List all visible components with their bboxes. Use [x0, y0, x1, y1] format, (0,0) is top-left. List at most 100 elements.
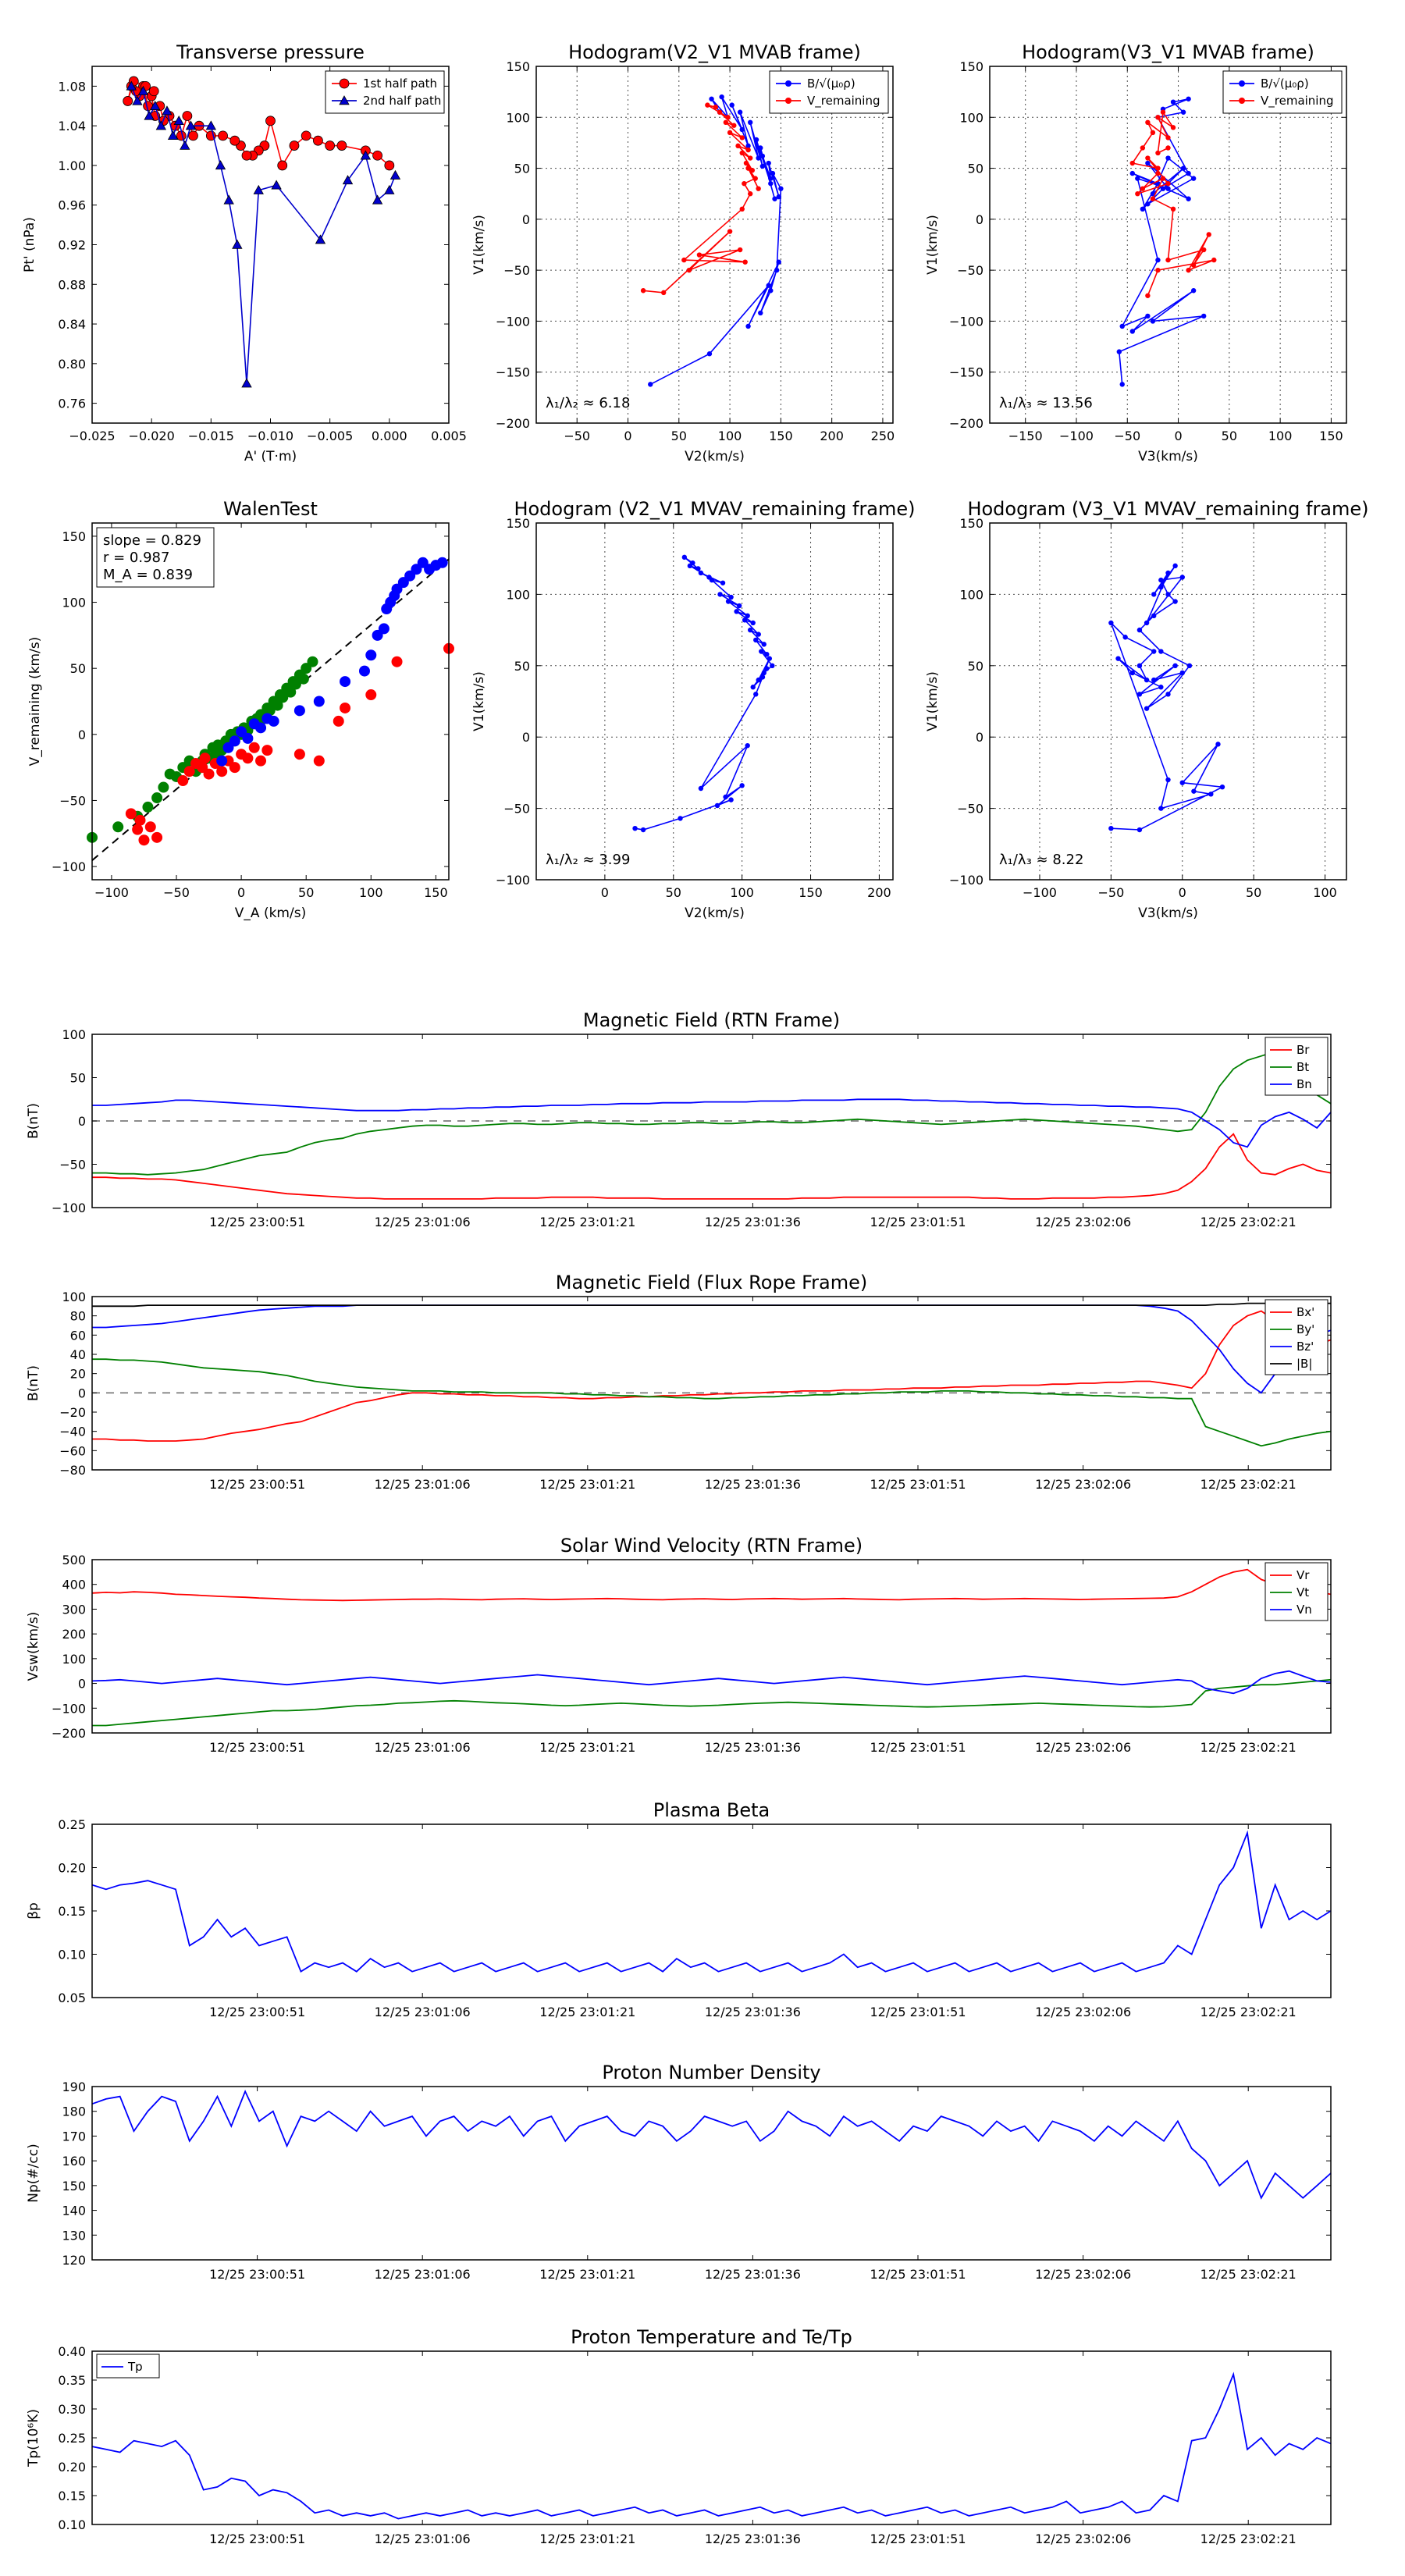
solar_wind_velocity-frame: [91, 1559, 1332, 1734]
walen_test-y-tick-label: 50: [70, 661, 86, 676]
transverse_pressure-point: [150, 100, 161, 110]
hodogram_v3_v1_mvav-point: [1129, 670, 1136, 676]
transverse_pressure-point: [241, 378, 252, 388]
magnetic_field_flux_rope-x-tick-label: 12/25 23:02:06: [1035, 1477, 1131, 1492]
magnetic_field_rtn-legend-label: Bn: [1297, 1077, 1312, 1091]
hodogram_v2_v1_mvav-point: [767, 656, 773, 661]
hodogram_v3_v1_mvab-series-line: [1131, 110, 1215, 297]
magnetic_field_flux_rope-y-tick-label: −20: [59, 1405, 86, 1420]
magnetic_field_flux_rope-y-tick-label: 0: [78, 1386, 86, 1400]
transverse_pressure-legend-label: 1st half path: [363, 76, 437, 91]
hodogram_v2_v1_mvav-point: [764, 666, 770, 671]
hodogram_v2_v1_mvav-point: [720, 580, 726, 585]
hodogram_v2_v1_mvab-x-tick-label: 250: [871, 429, 895, 443]
walen_test-point: [391, 656, 403, 667]
hodogram_v3_v1_mvab-point: [1155, 165, 1161, 171]
walen_test-point: [313, 755, 325, 767]
hodogram_v3_v1_mvav-point: [1144, 706, 1150, 711]
hodogram_v3_v1_mvab-point: [1135, 191, 1140, 197]
walen_test-point: [358, 665, 370, 677]
proton_temperature-x-tick-label: 12/25 23:01:06: [375, 2532, 471, 2546]
proton_temperature-y-tick-label: 0.10: [58, 2517, 86, 2532]
hodogram_v2_v1_mvav-point: [725, 599, 731, 604]
hodogram_v2_v1_mvab-point: [745, 323, 751, 329]
hodogram_v2_v1_mvab-point: [742, 180, 747, 187]
hodogram_v3_v1_mvav-y-tick-label: 150: [959, 516, 984, 531]
transverse_pressure-point: [313, 135, 323, 146]
hodogram_v2_v1_mvab-point: [768, 288, 774, 294]
magnetic_field_rtn-y-tick-label: 0: [78, 1114, 86, 1129]
hodogram_v2_v1_mvav-point: [759, 649, 764, 654]
magnetic_field_flux_rope-legend-label: By': [1297, 1322, 1314, 1336]
hodogram_v2_v1_mvab-series-line: [649, 96, 782, 386]
hodogram_v3_v1_mvab-y-tick-label: 150: [959, 59, 984, 74]
hodogram_v2_v1_mvab-point: [759, 153, 766, 159]
hodogram_v2_v1_mvab-point: [749, 167, 756, 173]
hodogram_v2_v1_mvab-point: [766, 160, 771, 166]
magnetic_field_flux_rope-ylabel: B(nT): [26, 1365, 41, 1401]
hodogram_v2_v1_mvab-point: [756, 155, 761, 161]
hodogram_v2_v1_mvav-point: [761, 642, 767, 647]
hodogram_v3_v1_mvab-point: [1155, 150, 1161, 156]
magnetic_field_flux_rope-x-tick-label: 12/25 23:01:21: [539, 1477, 635, 1492]
solar_wind_velocity-legend-label: Vt: [1297, 1585, 1309, 1599]
hodogram_v2_v1_mvab-point: [756, 186, 761, 191]
magnetic_field_flux_rope-y-tick-label: −40: [59, 1425, 86, 1439]
transverse_pressure-legend: [325, 70, 445, 114]
walen_test-stats-box: [96, 527, 215, 588]
magnetic_field_rtn-panel: Magnetic Field (RTN Frame) −100 −50 0 50 100 B…: [26, 1009, 1332, 1229]
hodogram_v3_v1_mvav-point: [1108, 620, 1114, 626]
hodogram_v3_v1_mvav-point: [1151, 677, 1157, 683]
transverse_pressure-point: [232, 239, 243, 249]
proton_temperature-frame: [91, 2350, 1332, 2525]
hodogram_v2_v1_mvab-point: [768, 176, 774, 181]
solar_wind_velocity-y-tick-label: 100: [62, 1652, 86, 1667]
plasma_beta-y-tick-label: 0.10: [58, 1948, 86, 1962]
hodogram_v3_v1_mvav-point: [1186, 663, 1193, 668]
hodogram_v3_v1_mvab-x-tick-label: 100: [1268, 429, 1293, 443]
hodogram_v2_v1_mvab-y-tick-label: 50: [514, 162, 530, 176]
transverse_pressure-y-tick-label: 0.80: [58, 357, 86, 372]
hodogram_v2_v1_mvav-point: [750, 685, 756, 690]
hodogram_v3_v1_mvab-point: [1211, 257, 1217, 263]
proton_temperature-x-tick-label: 12/25 23:02:06: [1035, 2532, 1131, 2546]
hodogram_v3_v1_mvab-point: [1140, 206, 1146, 212]
walen_test-point: [404, 570, 416, 582]
hodogram_v2_v1_mvav-point: [698, 570, 704, 576]
hodogram_v3_v1_mvab-ylabel: V1(km/s): [925, 215, 941, 275]
proton_density-series-Np: [91, 2090, 1332, 2200]
proton_temperature-legend: [96, 2354, 160, 2379]
proton_temperature-x-tick-label: 12/25 23:00:51: [209, 2532, 305, 2546]
walen_test-point: [199, 753, 211, 764]
magnetic_field_flux_rope-x-tick-label: 12/25 23:02:21: [1200, 1477, 1297, 1492]
hodogram_v2_v1_mvab-point: [745, 165, 751, 171]
hodogram_v2_v1_mvab-point: [686, 267, 692, 273]
hodogram_v3_v1_mvab-point: [1160, 176, 1166, 181]
hodogram_v3_v1_mvab-legend-marker: [1239, 98, 1245, 104]
walen_test-point: [134, 814, 146, 826]
magnetic_field_flux_rope-series-Bx': [92, 1310, 1332, 1442]
hodogram_v2_v1_mvab-point: [727, 130, 733, 136]
transverse_pressure-legend-marker: [339, 78, 350, 89]
hodogram_v3_v1_mvab-point: [1201, 247, 1207, 253]
hodogram_v3_v1_mvav-point: [1158, 585, 1164, 590]
magnetic_field_flux_rope-series-|B|: [92, 1302, 1331, 1308]
hodogram_v2_v1_mvab-y-tick-label: −150: [496, 365, 530, 380]
solar_wind_velocity-series-Vr: [91, 1568, 1332, 1602]
hodogram_v2_v1_mvav-point: [742, 617, 748, 623]
walen_test-point: [151, 831, 163, 843]
solar_wind_velocity-x-tick-label: 12/25 23:00:51: [209, 1740, 305, 1755]
walen_test-point: [411, 564, 422, 575]
transverse_pressure-point: [336, 141, 347, 151]
magnetic_field_flux_rope-x-tick-label: 12/25 23:00:51: [209, 1477, 305, 1492]
hodogram_v2_v1_mvav-point: [745, 613, 750, 619]
transverse_pressure-x-tick-label: 0.000: [372, 429, 407, 443]
hodogram_v2_v1_mvab-point: [776, 259, 781, 265]
hodogram_v3_v1_mvav-point: [1165, 570, 1171, 576]
magnetic_field_rtn-title: Magnetic Field (RTN Frame): [583, 1009, 840, 1031]
hodogram_v2_v1_mvab-x-tick-label: 200: [820, 429, 844, 443]
walen_test-point: [138, 834, 150, 846]
magnetic_field_flux_rope-legend-label: Bz': [1297, 1340, 1314, 1354]
hodogram_v2_v1_mvab-legend-label: V_remaining: [807, 94, 880, 109]
hodogram_v3_v1_mvav-point: [1158, 806, 1164, 811]
